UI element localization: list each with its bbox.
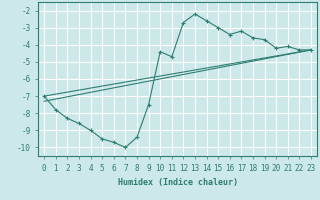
X-axis label: Humidex (Indice chaleur): Humidex (Indice chaleur) (118, 178, 238, 187)
